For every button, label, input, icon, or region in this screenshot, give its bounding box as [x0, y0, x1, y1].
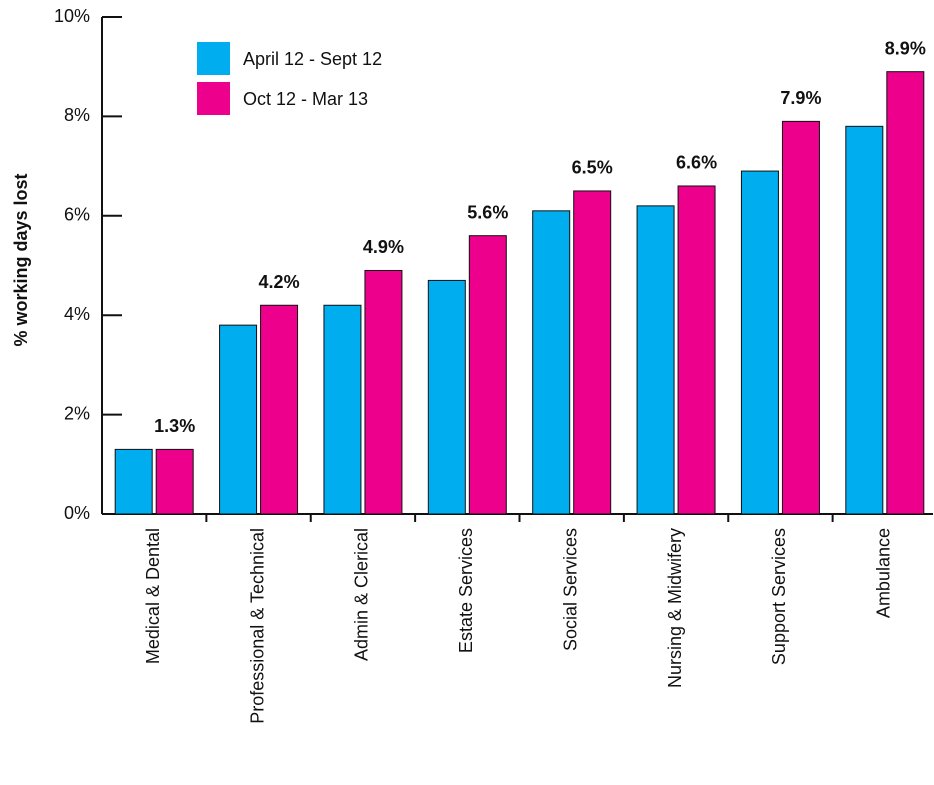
legend-swatch [197, 82, 230, 115]
x-tick-label: Support Services [769, 528, 789, 665]
bar [677, 185, 716, 515]
y-tick-label: 6% [64, 205, 90, 225]
x-tick-label: Social Services [560, 528, 580, 651]
y-tick-label: 10% [54, 6, 90, 26]
x-tick-label: Professional & Technical [247, 528, 267, 724]
bar [781, 120, 820, 515]
x-tick-label: Medical & Dental [143, 528, 163, 664]
bar [427, 279, 466, 515]
legend-label: April 12 - Sept 12 [243, 49, 382, 69]
bar [323, 304, 362, 515]
value-label: 6.5% [572, 158, 613, 178]
value-label: 8.9% [885, 38, 926, 58]
x-tick-label: Nursing & Midwifery [665, 528, 685, 688]
bar [114, 448, 153, 515]
bar [219, 324, 258, 515]
value-label: 4.2% [259, 272, 300, 292]
x-tick-label: Estate Services [456, 528, 476, 653]
value-label: 6.6% [676, 153, 717, 173]
y-tick-label: 2% [64, 403, 90, 423]
value-label: 7.9% [780, 88, 821, 108]
bar [364, 269, 403, 515]
legend-label: Oct 12 - Mar 13 [243, 89, 368, 109]
bar [886, 71, 925, 515]
y-tick-label: 4% [64, 304, 90, 324]
bar [260, 304, 299, 515]
x-tick-label: Admin & Clerical [352, 528, 372, 661]
value-label: 4.9% [363, 237, 404, 257]
value-label: 5.6% [467, 202, 508, 222]
bar [573, 190, 612, 515]
x-tick-label: Ambulance [874, 528, 894, 618]
bar [740, 170, 779, 515]
bar [532, 210, 571, 515]
bar [845, 125, 884, 515]
y-tick-label: 0% [64, 503, 90, 523]
y-tick-label: 8% [64, 105, 90, 125]
y-axis-label: % working days lost [11, 173, 31, 346]
value-label: 1.3% [154, 416, 195, 436]
bar [636, 205, 675, 515]
bar [155, 448, 194, 515]
legend-swatch [197, 42, 230, 75]
bar [468, 235, 507, 515]
